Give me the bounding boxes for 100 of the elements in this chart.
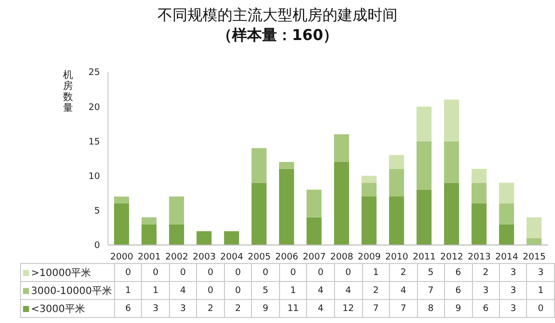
data-label: 4 (334, 282, 362, 300)
data-label: 9 (444, 300, 472, 318)
legend-label: >10000平米 (31, 268, 92, 278)
bar (142, 217, 157, 224)
bar (142, 224, 157, 245)
bar (416, 106, 432, 142)
x-tick-label: 2008 (330, 252, 354, 262)
data-label: 1 (362, 264, 390, 282)
bar (362, 196, 377, 245)
chart-title: 不同规模的主流大型机房的建成时间 (156, 6, 398, 25)
bar (444, 100, 460, 142)
bar (472, 203, 487, 245)
x-tick-label: 2002 (165, 252, 188, 262)
data-label: 6 (114, 300, 142, 318)
bar (389, 168, 404, 197)
x-tick-label: 2011 (412, 252, 436, 262)
data-label: 2 (196, 300, 224, 318)
data-label: 7 (362, 300, 390, 318)
bar (499, 224, 514, 245)
data-label: 4 (306, 282, 334, 300)
data-label: 3 (499, 300, 527, 318)
data-label: 7 (417, 282, 445, 300)
bar (252, 182, 267, 245)
y-tick-label: 25 (88, 68, 100, 78)
bar (389, 196, 404, 245)
data-label: 0 (169, 264, 197, 282)
bar (279, 162, 294, 169)
data-label: 9 (252, 300, 280, 318)
bar (499, 203, 514, 224)
x-tick-label: 2001 (138, 252, 161, 262)
data-label: 0 (334, 264, 362, 282)
bar (362, 176, 377, 183)
legend-label: 3000-10000平米 (31, 286, 112, 296)
bar (196, 231, 212, 245)
x-tick-label: 2006 (275, 252, 298, 262)
bar (472, 182, 487, 204)
bar (306, 217, 322, 245)
data-label: 4 (306, 300, 334, 318)
data-label: 5 (252, 282, 280, 300)
y-tick-label: 10 (88, 172, 100, 182)
bar (526, 238, 542, 245)
data-label: 3 (169, 300, 197, 318)
data-label: 3 (472, 282, 500, 300)
x-tick-label: 2014 (495, 252, 518, 262)
bar (252, 148, 267, 183)
bar (334, 162, 350, 245)
x-tick-label: 2007 (302, 252, 326, 262)
x-tick-label: 2013 (468, 252, 491, 262)
data-label: 3 (526, 264, 554, 282)
bar (114, 203, 130, 245)
y-axis-title: 机房数量 (62, 70, 74, 114)
bar (169, 224, 184, 245)
bar (169, 196, 184, 224)
x-tick-label: 2003 (192, 252, 216, 262)
bar (526, 217, 542, 238)
data-label: 7 (390, 300, 418, 318)
x-tick-label: 2012 (440, 252, 464, 262)
x-tick-label: 2000 (110, 252, 134, 262)
bar (416, 190, 432, 245)
data-label: 0 (196, 282, 224, 300)
data-label: 4 (169, 282, 197, 300)
bar (499, 182, 514, 204)
data-label: 2 (224, 300, 252, 318)
data-label: 0 (224, 282, 252, 300)
data-label: 2 (362, 282, 390, 300)
x-tick-label: 2015 (522, 252, 546, 262)
data-label: 1 (114, 282, 142, 300)
data-label: 0 (196, 264, 224, 282)
data-label: 3 (499, 282, 527, 300)
data-label: 0 (224, 264, 252, 282)
bar (472, 168, 487, 183)
data-label: 0 (279, 264, 307, 282)
legend-label: <3000平米 (31, 304, 85, 314)
data-label: 3 (499, 264, 527, 282)
bar (444, 141, 460, 183)
data-label: 2 (472, 264, 500, 282)
x-tick-label: 2009 (358, 252, 381, 262)
x-tick-label: 2005 (248, 252, 271, 262)
data-label: 0 (142, 264, 170, 282)
x-tick-label: 2010 (385, 252, 408, 262)
data-label: 12 (334, 300, 362, 318)
data-label: 1 (279, 282, 307, 300)
data-label: 2 (390, 264, 418, 282)
data-label: 0 (114, 264, 142, 282)
bar (306, 190, 322, 218)
x-tick-label: 2004 (220, 252, 244, 262)
bar (224, 231, 240, 245)
data-label: 0 (252, 264, 280, 282)
bar (334, 134, 350, 162)
data-label: 0 (526, 300, 554, 318)
data-label: 6 (444, 282, 472, 300)
bar (416, 141, 432, 190)
y-tick-label: 0 (94, 241, 100, 252)
data-label: 0 (306, 264, 334, 282)
data-label: 5 (417, 264, 445, 282)
data-label: 3 (142, 300, 170, 318)
y-tick-label: 5 (94, 206, 100, 217)
data-label: 11 (279, 300, 307, 318)
bar (279, 168, 294, 245)
data-label: 8 (417, 300, 445, 318)
